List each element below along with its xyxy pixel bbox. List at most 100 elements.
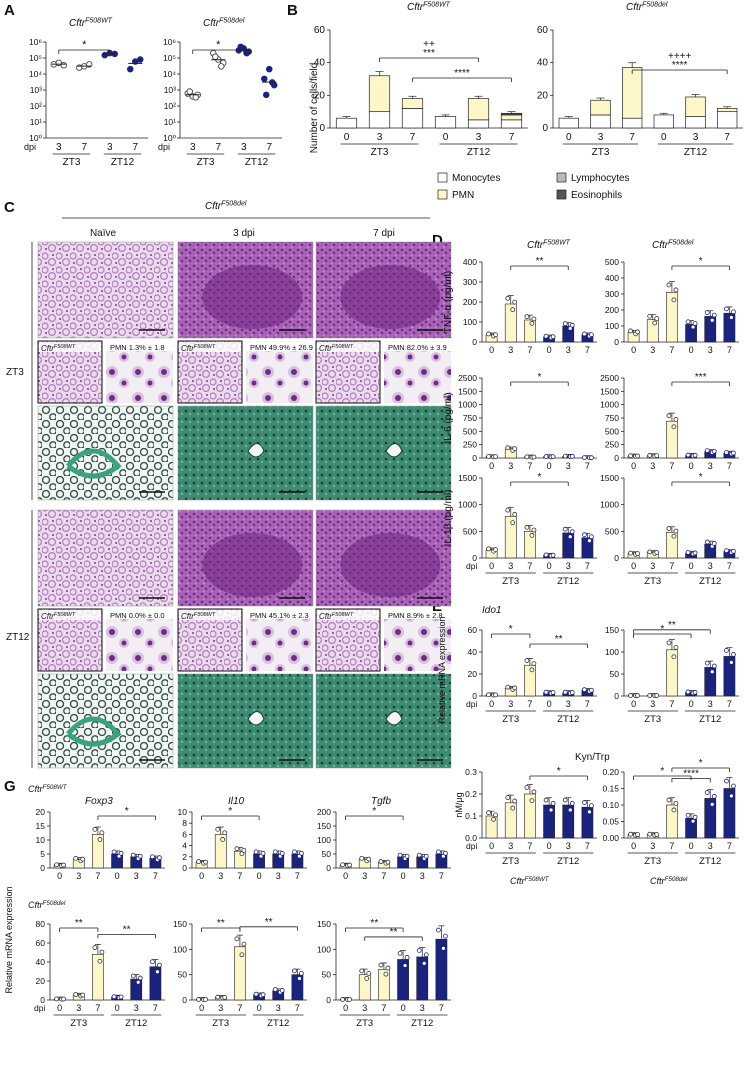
data-point	[671, 533, 677, 539]
x-tick-label: 7	[215, 142, 221, 153]
genotype-title: CftrF508WT	[181, 344, 216, 353]
y-tick-label: 0.00	[602, 833, 619, 843]
data-point	[443, 933, 448, 939]
x-tick-label: 7	[669, 841, 674, 851]
y-axis-title: Relative mRNA expression	[437, 616, 447, 723]
data-point	[562, 453, 568, 459]
y-tick-label: 500	[605, 526, 619, 536]
data-point	[562, 689, 568, 695]
data-point	[130, 973, 136, 979]
group-label-zt12: ZT12	[245, 157, 269, 168]
y-tick-label: 5	[40, 849, 45, 859]
significance-label: ****	[454, 68, 470, 79]
y-tick-label: 10²	[30, 101, 42, 111]
y-tick-label: 500	[463, 526, 477, 536]
x-tick-label: 0	[631, 461, 636, 471]
data-point	[378, 962, 384, 968]
dpi-label: dpi	[466, 561, 477, 571]
group-label-zt12: ZT12	[699, 576, 721, 587]
panel-letter-e: E	[432, 598, 443, 615]
data-point	[222, 830, 228, 836]
legend-swatch	[437, 172, 448, 183]
inset-label-bg	[179, 610, 241, 620]
data-point	[347, 997, 352, 1002]
x-tick-label: 0	[199, 871, 204, 881]
y-tick-label: 1500	[458, 386, 477, 396]
x-tick-label: 3	[420, 1003, 425, 1013]
y-tick-label: 1500	[458, 473, 477, 483]
gene-title: Tgfb	[371, 796, 391, 807]
data-point	[186, 88, 193, 95]
data-point	[196, 859, 201, 864]
data-point	[524, 314, 530, 320]
data-point	[486, 546, 491, 552]
x-tick-label: 7	[95, 871, 100, 881]
x-tick-label: 3	[76, 871, 81, 881]
regulatory-gene-bar-chart: 0 5 10 15 20 0 3 7 0 3 7 *	[36, 806, 165, 881]
data-point	[80, 992, 86, 998]
x-tick-label: 0	[689, 841, 694, 851]
x-tick-label: 3	[377, 132, 383, 143]
data-point	[157, 855, 162, 861]
x-tick-label: 3	[134, 1003, 139, 1013]
regulatory-gene-bar-chart: 0 50 100 150 0 3 7 0 3 7 ZT3 ZT12 ** **	[173, 917, 307, 1029]
regulatory-gene-bar-chart: 0 20 40 60 80 0 3 7 0 3 7 dpi ZT3 ZT12 ** **	[34, 918, 165, 1029]
x-tick-label: 7	[585, 345, 590, 355]
data-point	[272, 987, 278, 992]
data-point	[654, 316, 660, 321]
data-point	[234, 936, 240, 942]
x-tick-label: 7	[237, 871, 242, 881]
bar-segment	[500, 112, 523, 116]
y-tick-label: 4	[182, 841, 187, 851]
x-tick-label: 7	[95, 1003, 100, 1013]
y-tick-label: 500	[463, 426, 477, 436]
x-tick-label: 3	[650, 461, 655, 471]
data-point	[569, 453, 575, 459]
genotype-title: CftrF508del	[626, 2, 668, 14]
data-point	[711, 541, 717, 546]
bar-segment	[467, 98, 490, 121]
x-tick-label: 3	[566, 461, 571, 471]
data-point	[729, 793, 734, 799]
genotype-title: CftrF508WT	[407, 2, 451, 14]
x-tick-label: 7	[727, 841, 732, 851]
significance-label: ***	[695, 372, 707, 383]
x-tick-label: 3	[508, 561, 513, 571]
he-micrograph	[37, 241, 174, 339]
x-tick-label: 3	[107, 142, 113, 153]
significance-label: **	[390, 927, 398, 938]
data-point	[512, 299, 518, 305]
y-tick-label: 10	[178, 807, 188, 817]
x-tick-label: 0	[631, 345, 636, 355]
x-tick-label: 3	[420, 871, 425, 881]
genotype-title: CftrF508del	[652, 240, 694, 252]
bar-segment	[716, 111, 738, 129]
data-point	[654, 693, 660, 698]
y-tick-label: 15	[36, 821, 46, 831]
data-point	[543, 797, 549, 803]
data-point	[567, 807, 573, 813]
data-point	[220, 837, 226, 842]
data-point	[510, 307, 516, 313]
y-tick-label: 150	[317, 821, 331, 831]
data-point	[192, 94, 199, 101]
genotype-title: CftrF508WT	[181, 612, 216, 621]
x-tick-label: 0	[689, 561, 694, 571]
y-tick-label: 40	[36, 957, 46, 967]
data-point	[157, 962, 162, 968]
data-point	[673, 528, 679, 534]
y-tick-label: 750	[463, 413, 477, 423]
data-point	[359, 968, 365, 974]
y-tick-label: 60	[314, 25, 326, 36]
y-tick-label: 40	[468, 647, 478, 657]
y-tick-label: 8	[182, 818, 187, 828]
y-tick-label: 20	[36, 807, 46, 817]
data-point	[61, 996, 66, 1002]
x-tick-label: 7	[381, 871, 386, 881]
y-tick-label: 100	[173, 944, 187, 954]
x-tick-label: 7	[669, 345, 674, 355]
data-point	[347, 862, 352, 868]
